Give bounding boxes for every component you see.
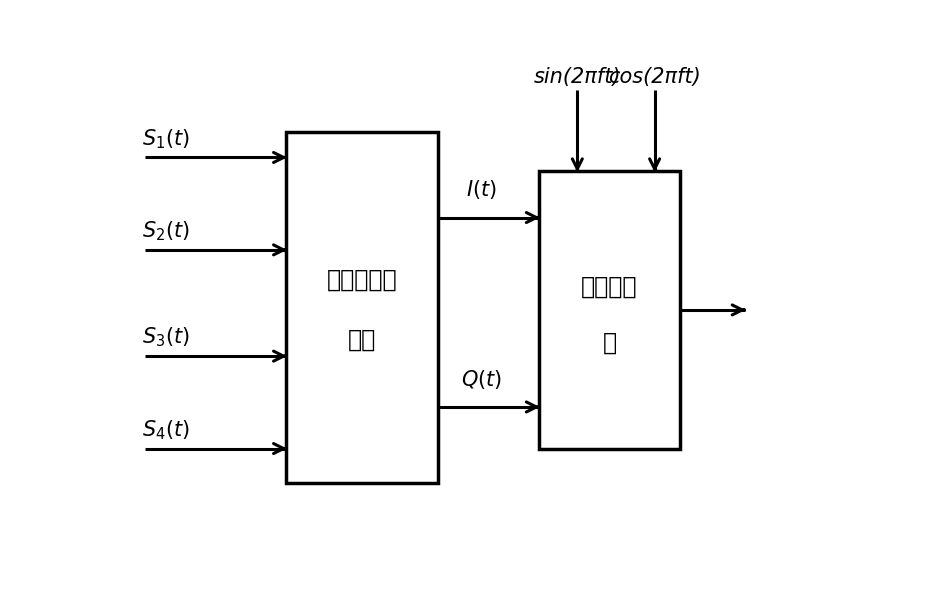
Text: 基带信号生: 基带信号生 bbox=[327, 268, 397, 292]
Bar bbox=[539, 172, 680, 449]
Text: 器: 器 bbox=[602, 330, 617, 354]
Text: $S_{4}(t)$: $S_{4}(t)$ bbox=[142, 418, 189, 442]
Text: $S_{3}(t)$: $S_{3}(t)$ bbox=[142, 326, 189, 349]
Text: $Q(t)$: $Q(t)$ bbox=[460, 368, 501, 391]
Text: $S_{2}(t)$: $S_{2}(t)$ bbox=[142, 220, 189, 243]
Bar bbox=[286, 132, 438, 483]
Text: sin(2πft): sin(2πft) bbox=[534, 67, 621, 87]
Text: 正交调制: 正交调制 bbox=[582, 275, 637, 299]
Text: $S_{1}(t)$: $S_{1}(t)$ bbox=[142, 127, 189, 151]
Text: cos(2πft): cos(2πft) bbox=[609, 67, 701, 87]
Text: 成器: 成器 bbox=[348, 328, 377, 352]
Text: $I(t)$: $I(t)$ bbox=[466, 178, 497, 202]
